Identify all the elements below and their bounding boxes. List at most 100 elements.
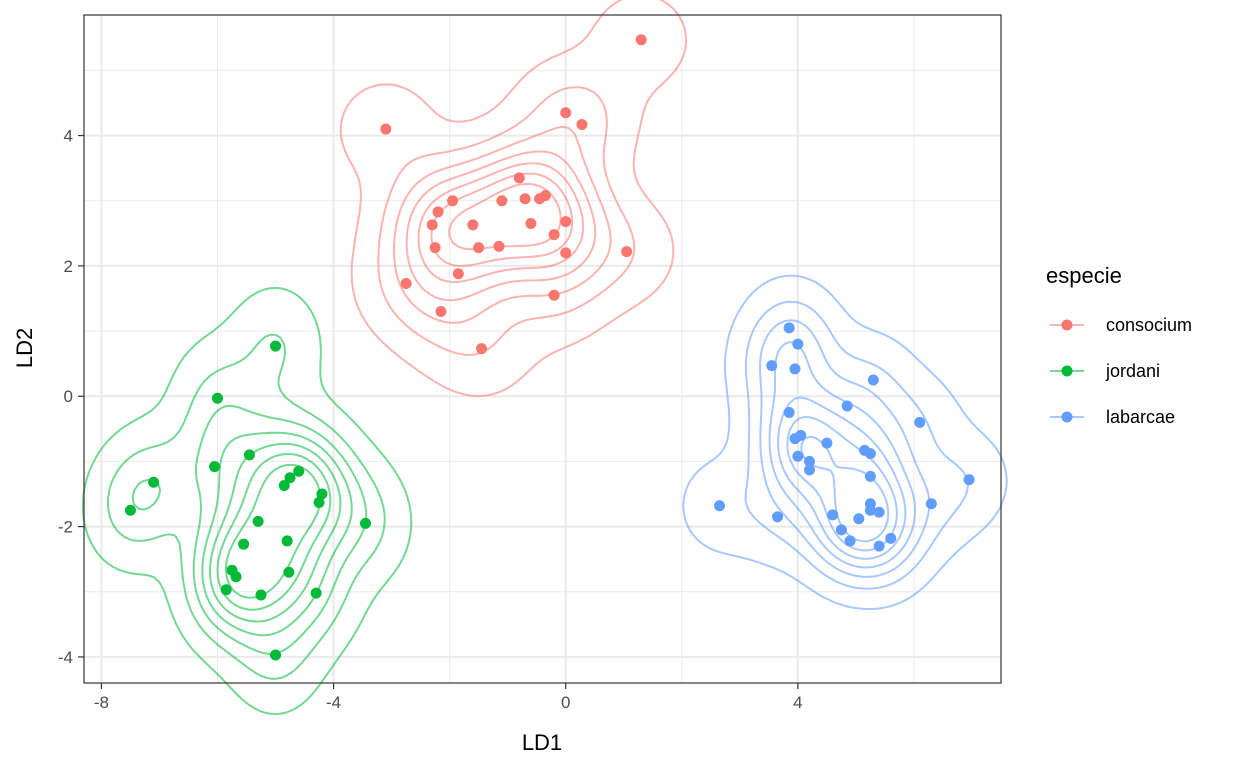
point-labarcae [925,498,937,510]
legend-key-point [1061,411,1073,423]
density-contour-consocium [339,0,688,397]
point-jordani [243,449,255,461]
point-jordani [316,488,328,500]
point-jordani [255,589,267,601]
legend: especie consocium jordani labarcae [1046,263,1192,427]
legend-label-labarcae: labarcae [1106,407,1175,427]
density-contour-jordani [208,442,342,623]
point-consocium [432,206,444,218]
x-axis-title: LD1 [522,730,562,755]
point-consocium [473,242,485,254]
y-tick-label: -2 [58,518,73,537]
point-consocium [400,278,412,290]
point-labarcae [864,470,876,482]
x-tick-label: 4 [793,693,802,712]
density-contour-consocium [430,172,574,267]
point-labarcae [783,322,795,334]
point-labarcae [714,500,726,512]
x-tick-label: -8 [94,693,109,712]
point-labarcae [867,374,879,386]
density-contour-labarcae [759,319,931,578]
density-contour-consocium [405,150,597,302]
point-consocium [496,195,508,207]
panel-background [84,15,1001,683]
point-labarcae [803,455,815,467]
point-labarcae [789,433,801,445]
point-consocium [493,240,505,252]
point-jordani [252,515,264,527]
point-jordani [148,476,160,488]
point-consocium [513,172,525,184]
density-contour-consocium [377,86,636,356]
point-jordani [124,504,136,516]
point-consocium [635,34,647,46]
point-consocium [621,246,633,258]
point-jordani [281,535,293,547]
y-tick-label: 2 [64,257,73,276]
point-jordani [278,480,290,492]
point-consocium [435,306,447,318]
point-labarcae [789,363,801,375]
point-labarcae [783,407,795,419]
point-labarcae [873,540,885,552]
point-consocium [429,242,441,254]
point-jordani [230,571,242,583]
legend-key-point [1061,319,1073,331]
point-consocium [452,268,464,280]
point-labarcae [853,513,865,525]
density-contours [81,0,1008,716]
contour-group-jordani [81,286,413,716]
point-labarcae [835,524,847,536]
point-consocium [560,247,572,259]
density-contour-labarcae [768,341,917,569]
point-consocium [519,193,531,205]
density-contour-jordani [131,404,368,655]
panel-border [83,14,1002,684]
legend-key-point [1061,365,1073,377]
y-tick-label: -4 [58,648,73,667]
point-consocium [476,343,488,355]
point-labarcae [864,448,876,460]
point-consocium [380,123,392,135]
legend-key-jordani [1050,365,1084,377]
point-jordani [209,461,221,473]
point-labarcae [821,437,833,449]
y-tick-label: 4 [64,127,73,146]
contour-group-labarcae [682,274,1008,610]
point-consocium [447,195,459,207]
density-contour-consocium [417,162,585,283]
point-labarcae [841,400,853,412]
point-labarcae [803,464,815,476]
point-labarcae [792,450,804,462]
point-consocium [467,219,479,231]
data-points [124,34,975,661]
panel-frame [83,14,1002,684]
point-consocium [560,107,572,119]
legend-title: especie [1046,263,1122,288]
point-labarcae [864,504,876,516]
point-jordani [359,517,371,529]
point-jordani [211,392,223,404]
point-jordani [270,340,282,352]
density-contour-jordani [201,431,353,637]
point-labarcae [827,509,839,521]
density-contour-consocium [393,125,612,324]
point-consocium [539,190,551,202]
point-labarcae [772,511,784,523]
contour-group-consocium [339,0,688,397]
density-contour-labarcae [744,300,969,590]
point-consocium [525,218,537,230]
point-jordani [310,587,322,599]
legend-key-consocium [1050,319,1084,331]
point-consocium [426,219,438,231]
point-jordani [313,496,325,508]
point-consocium [548,289,560,301]
point-consocium [576,118,588,130]
point-jordani [270,649,282,661]
density-contour-jordani [216,453,332,611]
legend-key-labarcae [1050,411,1084,423]
point-labarcae [844,535,856,547]
x-tick-label: 0 [561,693,570,712]
point-jordani [283,566,295,578]
point-jordani [293,465,305,477]
